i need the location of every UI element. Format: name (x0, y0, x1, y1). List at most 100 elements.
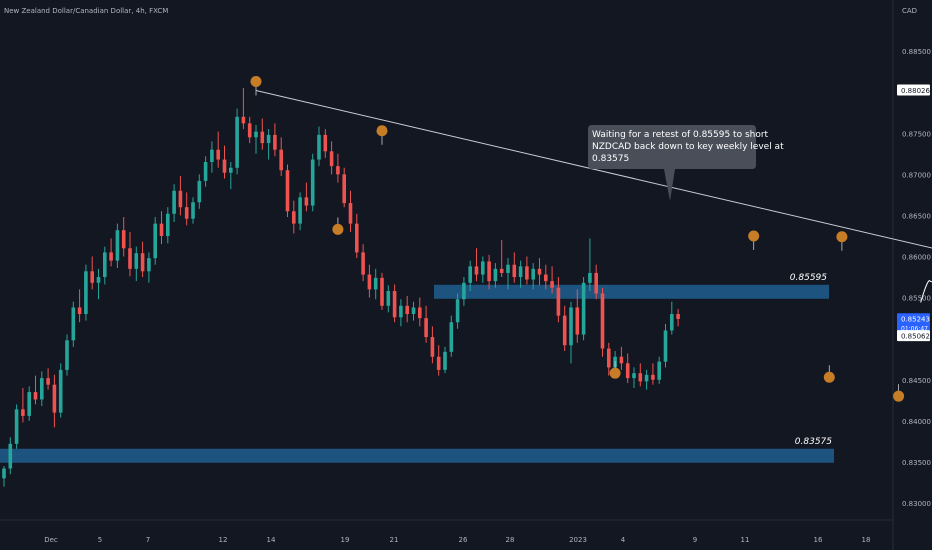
candle (619, 346, 624, 370)
candle (222, 145, 227, 179)
swing-marker[interactable] (250, 75, 262, 96)
candle-body (336, 166, 340, 175)
candle-body (58, 369, 63, 413)
candle-body (109, 252, 113, 261)
candle-body (172, 190, 176, 214)
candle-body (254, 131, 258, 138)
candle (210, 141, 214, 173)
swing-marker[interactable] (376, 125, 388, 145)
candle (663, 323, 668, 368)
candle (153, 217, 157, 265)
level-label-0.85595: 0.85595 (790, 273, 827, 283)
candle-body (481, 261, 485, 275)
swing-marker[interactable] (609, 361, 621, 379)
candle-body (184, 207, 189, 219)
y-tick-label: 0.87500 (902, 130, 931, 138)
candle-body (235, 116, 239, 168)
forecast-path[interactable] (920, 280, 932, 460)
candle (607, 342, 611, 376)
annotation-callout[interactable]: Waiting for a retest of 0.85595 to short… (588, 125, 784, 201)
candle-body (229, 167, 233, 173)
candle-body (392, 291, 397, 318)
candle-body (84, 271, 88, 315)
swing-marker[interactable] (823, 365, 835, 383)
candle-body (581, 282, 586, 335)
candle (348, 190, 353, 232)
candle-body (430, 337, 435, 357)
candle-body (380, 277, 384, 306)
candle-body (562, 315, 567, 346)
candle (52, 374, 57, 428)
candle-body (487, 261, 491, 282)
swing-marker[interactable] (332, 217, 344, 235)
candle (323, 129, 328, 158)
candle-body (619, 356, 624, 364)
candle-body (651, 374, 655, 380)
candle-body (638, 373, 643, 382)
annotation-line-1: Waiting for a retest of 0.85595 to short (592, 130, 769, 140)
candle-body (304, 197, 309, 206)
candle (40, 371, 44, 407)
candle (392, 284, 397, 323)
candle (355, 213, 359, 259)
x-tick-label: 12 (219, 536, 228, 544)
candle-body (33, 392, 38, 400)
candle-body (367, 274, 372, 290)
candle (292, 200, 296, 234)
candle (625, 353, 630, 384)
candle (518, 260, 523, 288)
candle-body (550, 281, 554, 288)
candle (266, 129, 271, 160)
candle (455, 293, 460, 329)
price-label-bg (897, 84, 930, 96)
candle-body (663, 330, 668, 362)
price-label-label: 0.88026 (901, 87, 930, 95)
candle-body (260, 131, 265, 144)
candle (562, 305, 567, 351)
candle-body (569, 307, 573, 346)
candle (487, 254, 491, 290)
candle (260, 118, 265, 150)
candle (537, 258, 542, 286)
swing-marker[interactable] (836, 231, 848, 251)
candle (203, 156, 208, 187)
x-tick-label: 4 (621, 536, 626, 544)
candle (191, 197, 195, 224)
candle (569, 301, 573, 364)
trendline[interactable] (255, 90, 932, 352)
level-zone-0.83575[interactable] (0, 448, 834, 463)
candle-body (273, 134, 277, 150)
candle-body (455, 299, 460, 323)
candle-body (178, 190, 183, 208)
currency-label: CAD (902, 7, 917, 15)
price-axis-panel[interactable] (893, 0, 932, 550)
candle (367, 264, 372, 298)
candle-body (115, 230, 120, 261)
candle (103, 246, 107, 285)
candle-body (203, 162, 208, 181)
candle-body (525, 266, 529, 280)
candle-body (2, 468, 6, 479)
candle (279, 137, 283, 176)
y-tick-label: 0.86500 (902, 212, 931, 220)
candle (317, 126, 321, 167)
swing-marker[interactable] (893, 384, 905, 402)
candle (197, 174, 202, 209)
annotation-line-2: NZDCAD back down to key weekly level at (592, 142, 784, 152)
level-zone-0.85595[interactable] (434, 284, 829, 299)
candle (147, 252, 151, 283)
candle-body (449, 322, 454, 352)
y-tick-label: 0.86000 (902, 254, 931, 262)
candle (128, 231, 132, 277)
price-label-bg (897, 322, 930, 333)
candle-body (355, 223, 359, 253)
swing-marker[interactable] (748, 230, 760, 250)
candle-body (96, 277, 101, 283)
candle (544, 264, 548, 290)
candle-body (191, 202, 195, 219)
candle (329, 141, 334, 175)
candle (336, 153, 340, 183)
candle-body (632, 373, 636, 379)
swing-marker-dot (250, 75, 262, 87)
